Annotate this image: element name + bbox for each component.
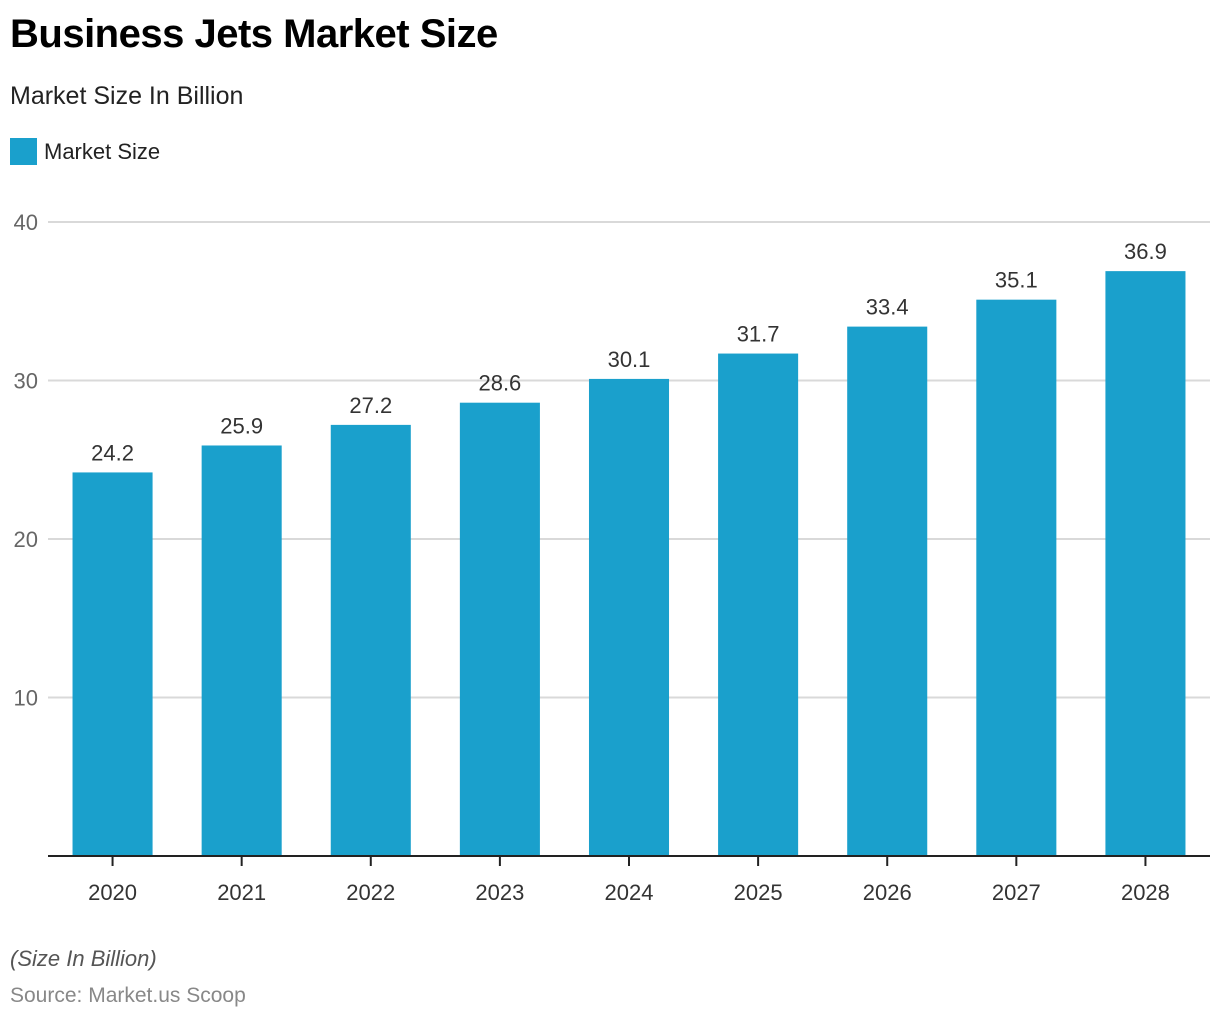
data-label: 33.4 — [866, 295, 909, 320]
y-tick-label: 10 — [14, 686, 38, 711]
bar-2020[interactable] — [72, 472, 153, 856]
y-axis-ticks: 10 20 30 40 — [14, 210, 38, 711]
y-tick-label: 20 — [14, 527, 38, 552]
legend-label: Market Size — [44, 138, 161, 164]
legend: Market Size — [10, 138, 160, 165]
x-tick-label: 2024 — [605, 880, 654, 905]
data-labels: 24.2 25.9 27.2 28.6 30.1 31.7 33.4 35.1 36.9 — [91, 239, 1167, 465]
x-tick-label: 2020 — [88, 880, 137, 905]
bar-2027[interactable] — [976, 299, 1057, 856]
x-axis: 2020 2021 2022 2023 2024 2025 2026 2027 2028 — [48, 855, 1210, 905]
source-text: Source: Market.us Scoop — [10, 984, 246, 1007]
data-label: 35.1 — [995, 268, 1038, 293]
bar-2021[interactable] — [201, 445, 282, 856]
chart-subtitle: Market Size In Billion — [10, 82, 244, 110]
data-label: 30.1 — [608, 347, 651, 372]
y-tick-label: 30 — [14, 369, 38, 394]
bars — [72, 271, 1186, 856]
bar-2024[interactable] — [588, 378, 670, 856]
chart-title: Business Jets Market Size — [10, 12, 498, 56]
bar-2023[interactable] — [459, 402, 540, 856]
bar-2022[interactable] — [330, 424, 411, 856]
x-tick-label: 2021 — [217, 880, 266, 905]
data-label: 25.9 — [220, 413, 263, 438]
data-label: 24.2 — [91, 440, 134, 465]
x-tick-label: 2022 — [346, 880, 395, 905]
data-label: 31.7 — [737, 322, 780, 347]
bar-2028[interactable] — [1105, 271, 1186, 856]
x-tick-label: 2028 — [1121, 880, 1170, 905]
x-tick-label: 2026 — [863, 880, 912, 905]
y-tick-label: 40 — [14, 210, 38, 235]
data-label: 27.2 — [349, 393, 392, 418]
unit-note: (Size In Billion) — [10, 946, 157, 971]
data-label: 36.9 — [1124, 239, 1167, 264]
data-label: 28.6 — [478, 371, 521, 396]
x-tick-label: 2025 — [734, 880, 783, 905]
bar-2026[interactable] — [847, 326, 928, 856]
x-tick-label: 2027 — [992, 880, 1041, 905]
legend-swatch — [10, 138, 37, 165]
x-tick-label: 2023 — [475, 880, 524, 905]
bar-2025[interactable] — [718, 353, 799, 856]
